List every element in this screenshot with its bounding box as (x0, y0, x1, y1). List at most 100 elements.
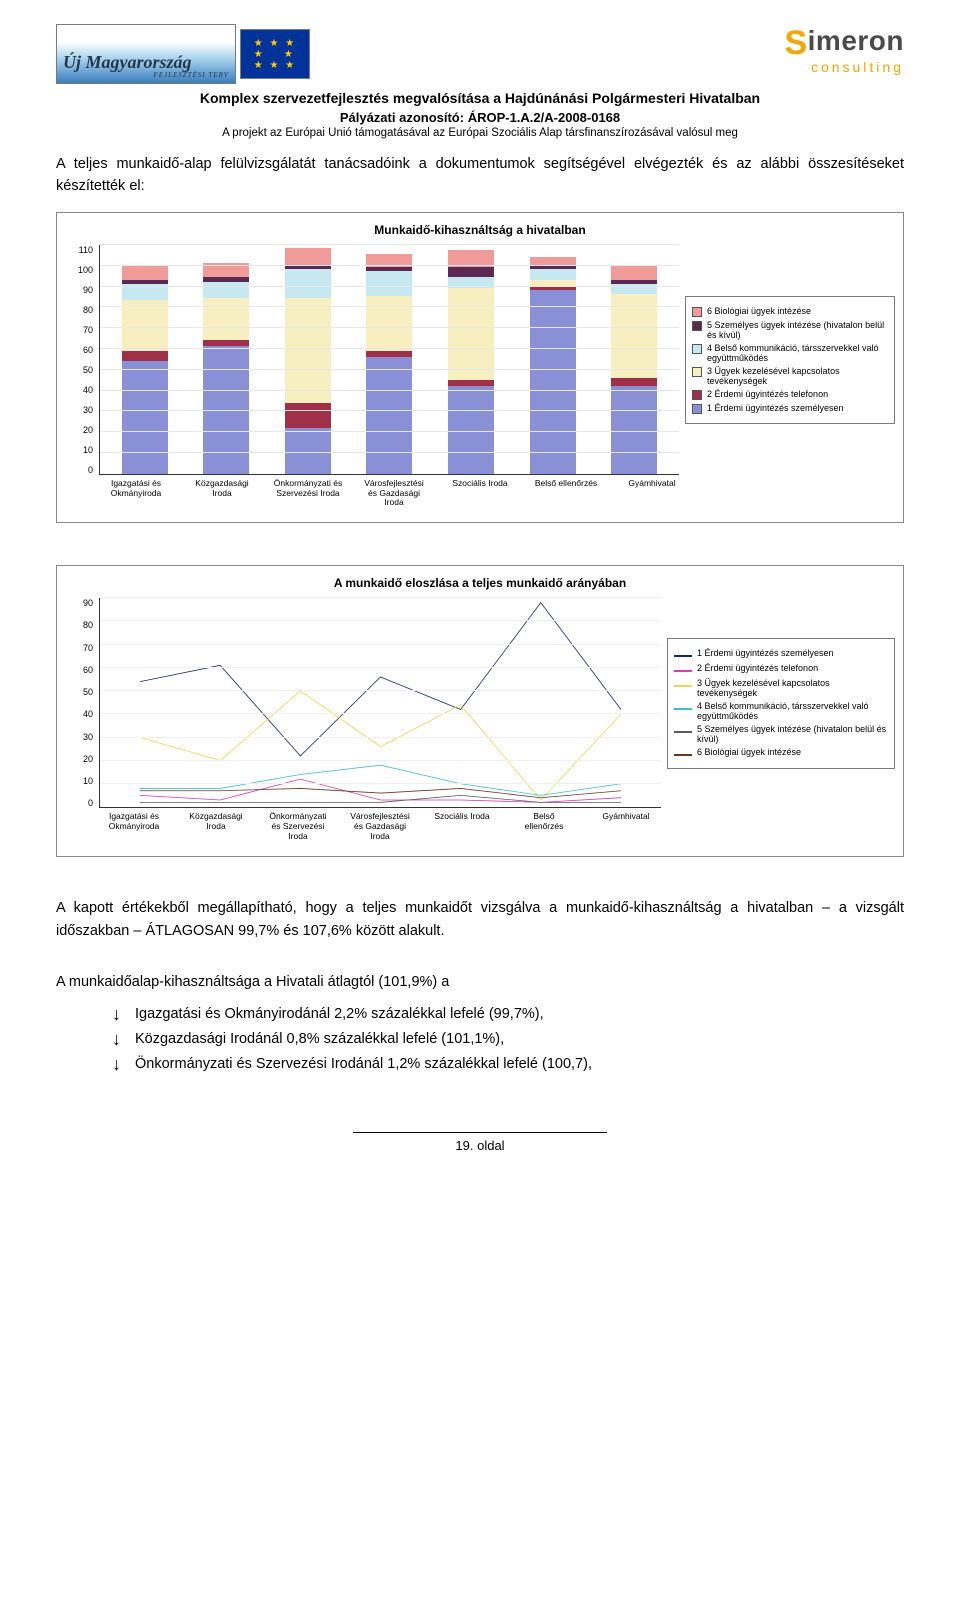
x-label: Közgazdasági Iroda (187, 479, 257, 508)
list-item-text: Igazgatási és Okmányirodánál 2,2% százal… (135, 1002, 544, 1027)
bar-segment (285, 248, 331, 265)
legend-item: 3 Ügyek kezelésével kapcsolatos tevékeny… (674, 678, 888, 698)
x-label: Közgazdasági Iroda (185, 812, 247, 841)
list-item: ↓ Igazgatási és Okmányirodánál 2,2% száza… (112, 1002, 904, 1027)
down-arrow-icon: ↓ (112, 1002, 121, 1027)
down-arrow-icon: ↓ (112, 1027, 121, 1052)
logo-group-left: Új Magyarország FEJLESZTÉSI TERV ★ ★ ★★ … (56, 24, 310, 84)
tender-id: Pályázati azonosító: ÁROP-1.A.2/A-2008-0… (56, 110, 904, 125)
legend-item: 6 Biológiai ügyek intézése (692, 306, 888, 317)
legend-item: 3 Ügyek kezelésével kapcsolatos tevékeny… (692, 366, 888, 386)
legend-label: 2 Érdemi ügyintézés telefonon (707, 389, 828, 399)
bar-segment (203, 298, 249, 340)
legend-swatch-icon (692, 344, 702, 354)
bar-segment (366, 357, 412, 474)
chart1-plot (99, 245, 679, 475)
x-label: Szociális Iroda (431, 812, 493, 841)
brand-name: Simeron (784, 24, 904, 63)
x-label: Gyámhivatal (595, 812, 657, 841)
deviation-list: ↓ Igazgatási és Okmányirodánál 2,2% száza… (56, 1002, 904, 1078)
x-label: Igazgatási és Okmányiroda (103, 812, 165, 841)
legend-line-icon (674, 650, 692, 660)
bar-segment (611, 378, 657, 386)
document-subheader: Komplex szervezetfejlesztés megvalósítás… (56, 90, 904, 139)
legend-item: 2 Érdemi ügyintézés telefonon (692, 389, 888, 400)
list-item-text: Közgazdasági Irodánál 0,8% százalékkal l… (135, 1027, 504, 1052)
funding-note: A projekt az Európai Unió támogatásával … (56, 127, 904, 139)
bar-column (448, 250, 494, 474)
bar-segment (448, 288, 494, 380)
chart2-x-labels: Igazgatási és Okmányiroda Közgazdasági Ir… (65, 812, 895, 841)
bar-segment (530, 257, 576, 265)
bar-segment (122, 351, 168, 361)
chart1-x-labels: Igazgatási és OkmányirodaKözgazdasági Ir… (65, 479, 895, 508)
legend-label: 5 Személyes ügyek intézése (hivatalon be… (707, 320, 888, 340)
chart2-plot (99, 598, 661, 808)
legend-item: 2 Érdemi ügyintézés telefonon (674, 663, 888, 675)
logo-uj-subtitle: FEJLESZTÉSI TERV (63, 71, 229, 79)
legend-swatch-icon (692, 404, 702, 414)
bar-segment (530, 269, 576, 279)
legend-line-icon (674, 749, 692, 759)
legend-label: 1 Érdemi ügyintézés személyesen (707, 403, 844, 413)
bar-segment (530, 290, 576, 474)
legend-label: 4 Belső kommunikáció, társszervekkel val… (697, 701, 888, 721)
bar-segment (366, 296, 412, 350)
legend-item: 5 Személyes ügyek intézése (hivatalon be… (674, 724, 888, 744)
logo-simeron: Simeron consulting (784, 24, 904, 75)
result-paragraph: A kapott értékekből megállapítható, hogy… (56, 897, 904, 943)
chart-distribution: A munkaidő eloszlása a teljes munkaidő a… (56, 565, 904, 856)
chart1-title: Munkaidő-kihasználtság a hivatalban (65, 223, 895, 237)
eu-stars-icon: ★ ★ ★★ ★★ ★ ★ (254, 38, 296, 71)
legend-item: 5 Személyes ügyek intézése (hivatalon be… (692, 320, 888, 340)
x-label: Gyámhivatal (617, 479, 687, 508)
bar-segment (203, 282, 249, 299)
legend-label: 1 Érdemi ügyintézés személyesen (697, 648, 834, 658)
legend-label: 5 Személyes ügyek intézése (hivatalon be… (697, 724, 888, 744)
x-label: Városfejlesztési és Gazdasági Iroda (359, 479, 429, 508)
bar-column (530, 257, 576, 474)
chart2-y-axis: 9080706050403020100 (65, 598, 93, 808)
list-item: ↓ Önkormányzati és Szervezési Irodánál 1,… (112, 1052, 904, 1077)
line-series (140, 603, 621, 756)
bar-segment (611, 386, 657, 474)
legend-label: 3 Ügyek kezelésével kapcsolatos tevékeny… (697, 678, 888, 698)
bar-segment (285, 298, 331, 403)
deviation-lead: A munkaidőalap-kihasználtsága a Hivatali… (56, 971, 904, 994)
x-label: Belső ellenőrzés (513, 812, 575, 841)
legend-item: 6 Biológiai ügyek intézése (674, 747, 888, 759)
line-series (140, 789, 621, 798)
page-footer: 19. oldal (56, 1138, 904, 1153)
legend-item: 1 Érdemi ügyintézés személyesen (692, 403, 888, 414)
logo-uj-title: Új Magyarország (63, 52, 229, 73)
chart2-title: A munkaidő eloszlása a teljes munkaidő a… (65, 576, 895, 590)
down-arrow-icon: ↓ (112, 1052, 121, 1077)
legend-label: 4 Belső kommunikáció, társszervekkel val… (707, 343, 888, 363)
bar-segment (285, 428, 331, 474)
list-item-text: Önkormányzati és Szervezési Irodánál 1,2… (135, 1052, 592, 1077)
chart-utilization: Munkaidő-kihasználtság a hivatalban 1101… (56, 212, 904, 523)
legend-swatch-icon (692, 307, 702, 317)
legend-line-icon (674, 726, 692, 736)
legend-line-icon (674, 703, 692, 713)
legend-label: 6 Biológiai ügyek intézése (707, 306, 811, 316)
bar-segment (122, 300, 168, 350)
x-label: Önkormányzati és Szervezési Iroda (273, 479, 343, 508)
list-item: ↓ Közgazdasági Irodánál 0,8% százalékkal … (112, 1027, 904, 1052)
logo-eu-flag: ★ ★ ★★ ★★ ★ ★ (240, 29, 310, 79)
legend-label: 3 Ügyek kezelésével kapcsolatos tevékeny… (707, 366, 888, 386)
bar-segment (448, 267, 494, 277)
bar-column (366, 254, 412, 473)
legend-swatch-icon (692, 367, 702, 377)
bar-segment (122, 361, 168, 474)
chart1-legend: 6 Biológiai ügyek intézése 5 Személyes üg… (685, 296, 895, 424)
bar-segment (285, 269, 331, 298)
bar-segment (122, 265, 168, 280)
x-label: Szociális Iroda (445, 479, 515, 508)
bar-segment (611, 265, 657, 280)
bar-segment (448, 386, 494, 474)
intro-paragraph: A teljes munkaidő-alap felülvizsgálatát … (56, 153, 904, 198)
line-series (140, 796, 621, 803)
page-header: Új Magyarország FEJLESZTÉSI TERV ★ ★ ★★ … (56, 24, 904, 84)
bar-segment (285, 403, 331, 428)
